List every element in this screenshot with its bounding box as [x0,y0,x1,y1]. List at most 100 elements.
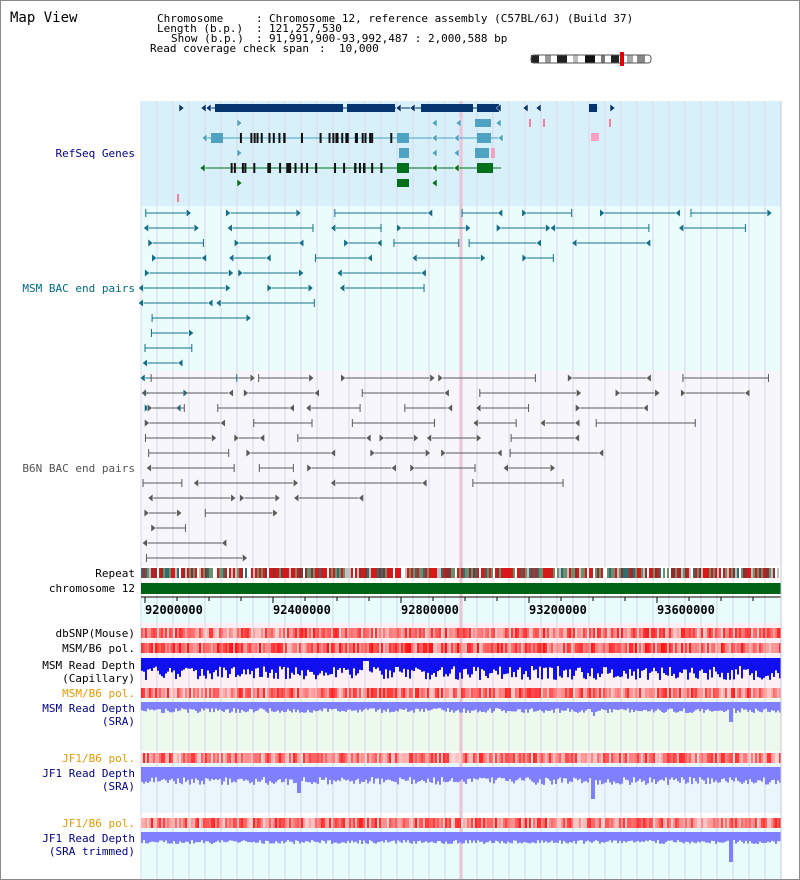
msm-b6-pol-cell [457,643,459,653]
depth-bar [241,832,243,841]
msm-b6-pol-cell [359,688,361,698]
msm-b6-pol-cell [349,688,351,698]
jf1-b6-pol-cell [739,818,741,828]
depth-bar [247,832,249,843]
depth-bar [315,832,317,843]
jf1-b6-pol-cell [233,753,235,763]
msm-b6-pol-cell [717,688,719,698]
track-label-refseq[interactable]: RefSeq Genes [55,147,135,160]
depth-bar [499,702,501,710]
depth-bar [541,658,543,680]
msm-b6-pol-cell [443,643,445,653]
depth-bar [321,702,323,712]
depth-bar [243,832,245,841]
depth-bar [665,658,667,675]
depth-bar [523,767,525,781]
refseq-exon [355,133,358,143]
msm-bac-end-arrow [234,238,240,248]
track-label-b6n-bac[interactable]: B6N BAC end pairs [22,462,135,475]
jf1-b6-pol-cell [455,818,457,828]
jf1-b6-pol-cell [721,818,723,828]
depth-bar [359,702,361,710]
repeat-element [483,568,485,578]
dbsnp-cell [197,628,199,638]
dbsnp-cell [515,628,517,638]
length-value: 121,257,530 [269,22,342,35]
msm-b6-pol-cell [609,643,611,653]
msm-b6-pol-cell [719,643,721,653]
msm-b6-pol-cell [751,688,753,698]
dbsnp-cell [693,628,695,638]
msm-b6-pol-cell [447,688,449,698]
depth-bar [291,658,293,673]
depth-bar [579,832,581,841]
jf1-b6-pol-cell [595,818,597,828]
msm-b6-pol-cell [307,643,309,653]
jf1-b6-pol-cell [211,818,213,828]
depth-bar [497,702,499,709]
depth-bar [615,832,617,841]
depth-bar [557,767,559,780]
depth-bar [609,832,611,841]
depth-bar [491,658,493,673]
jf1-b6-pol-cell [735,753,737,763]
jf1-b6-pol-cell [737,818,739,828]
depth-bar [337,832,339,844]
jf1-b6-pol-cell [193,818,195,828]
dbsnp-cell [203,628,205,638]
repeat-element [397,568,399,578]
jf1-b6-pol-cell [627,753,629,763]
depth-bar [753,767,755,784]
msm-b6-pol-cell [593,643,595,653]
depth-bar [285,767,287,779]
depth-bar [213,832,215,843]
repeat-element [557,568,559,578]
jf1-b6-pol-cell [653,818,655,828]
jf1-b6-pol-cell [695,753,697,763]
depth-bar [749,702,751,711]
depth-bar [449,658,451,674]
msm-b6-pol-cell [617,688,619,698]
dbsnp-cell [291,628,293,638]
dbsnp-cell [287,628,289,638]
depth-bar [165,767,167,781]
dbsnp-cell [289,628,291,638]
msm-b6-pol-cell [531,643,533,653]
jf1-b6-pol-cell [495,753,497,763]
msm-b6-pol-cell [275,643,277,653]
depth-bar [177,702,179,712]
depth-bar [559,832,561,841]
msm-b6-pol-cell [297,688,299,698]
depth-bar [479,767,481,778]
jf1-b6-pol-cell [457,753,459,763]
msm-b6-pol-cell [667,688,669,698]
depth-bar [303,767,305,778]
b6n-bac-end-arrow [429,373,436,383]
jf1-b6-pol-cell [747,753,749,763]
depth-bar [495,702,497,709]
track-label-msm-bac[interactable]: MSM BAC end pairs [22,282,135,295]
depth-bar [703,767,705,781]
jf1-b6-pol-cell [187,753,189,763]
depth-bar [575,658,577,671]
depth-bar [499,767,501,778]
dbsnp-cell [167,628,169,638]
depth-bar [717,702,719,711]
jf1-b6-pol-cell [581,818,583,828]
dbsnp-cell [609,628,611,638]
depth-bar [505,702,507,713]
repeat-element [663,568,665,578]
depth-bar [467,832,469,844]
depth-bar [433,767,435,778]
depth-bar [387,832,389,843]
depth-bar [477,702,479,713]
dbsnp-cell [205,628,207,638]
depth-bar [459,658,461,673]
depth-bar [143,658,145,672]
depth-bar [485,702,487,713]
jf1-b6-pol-cell [667,753,669,763]
ideogram-band [545,55,551,63]
msm-b6-pol-cell [511,688,513,698]
msm-b6-pol-cell [227,643,229,653]
